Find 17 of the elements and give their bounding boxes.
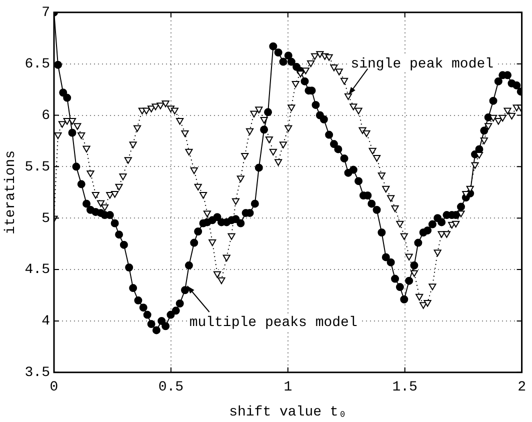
y-axis-title: iterations (3, 150, 20, 234)
y-tick-label: 7 (42, 5, 50, 22)
y-tick-label: 4 (42, 314, 50, 330)
y-tick-label: 3.5 (24, 365, 50, 382)
y-tick-label: 6.5 (24, 56, 50, 73)
x-tick-label: 0.5 (158, 380, 184, 396)
x-tick-label: 2 (518, 380, 526, 396)
y-tick-label: 5 (42, 210, 50, 227)
x-tick-label: 1 (284, 380, 292, 396)
annotation: single peak model (350, 56, 494, 73)
x-tick-label: 1.5 (392, 380, 418, 396)
x-axis-title: shift value t₀ (229, 404, 347, 420)
y-tick-label: 4.5 (24, 262, 50, 278)
y-tick-label: 5.5 (24, 159, 50, 176)
x-tick-label: 0 (50, 380, 58, 396)
y-tick-label: 6 (42, 108, 50, 124)
annotation: multiple peaks model (189, 315, 358, 331)
